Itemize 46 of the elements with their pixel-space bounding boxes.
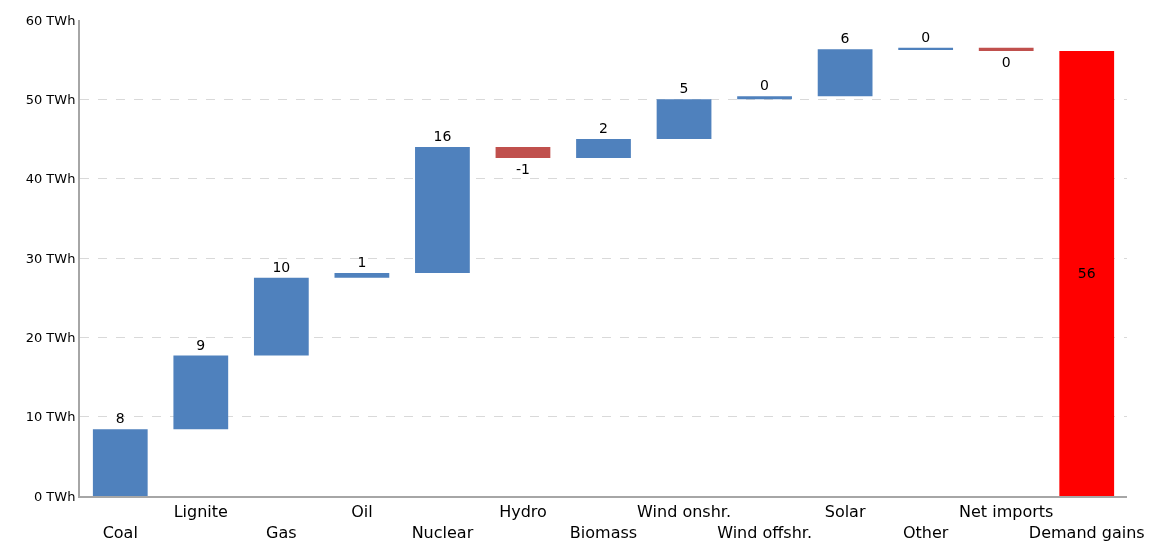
- bar: [92, 429, 148, 496]
- x-tick-label: Nuclear: [411, 523, 474, 542]
- data-label: 2: [599, 120, 608, 136]
- bar: [737, 96, 792, 100]
- bar: [253, 277, 309, 356]
- y-tick-label: 30 TWh: [25, 250, 76, 266]
- x-tick-label: Coal: [102, 523, 138, 542]
- bar: [415, 146, 470, 274]
- y-tick-label: 20 TWh: [25, 329, 76, 345]
- bar: [1059, 50, 1115, 496]
- bar: [576, 139, 631, 159]
- x-tick-label: Biomass: [569, 523, 638, 542]
- data-label: 56: [1077, 265, 1096, 282]
- x-tick-label: Hydro: [499, 502, 547, 522]
- data-label: 5: [679, 80, 689, 97]
- y-tick-label: 60 TWh: [25, 12, 76, 28]
- data-label: 16: [433, 127, 452, 144]
- x-tick-label: Gas: [266, 523, 297, 542]
- bar: [334, 273, 390, 278]
- bar: [817, 49, 873, 97]
- x-tick-label: Oil: [351, 502, 373, 522]
- y-tick-label: 10 TWh: [25, 409, 76, 425]
- data-label: 0: [760, 77, 770, 94]
- x-tick-label: Lignite: [173, 502, 228, 522]
- data-label: 10: [272, 258, 291, 275]
- data-label: 1: [357, 254, 367, 271]
- bar: [898, 47, 954, 50]
- y-tick-label: 40 TWh: [25, 171, 76, 187]
- data-label: 8: [115, 410, 125, 427]
- data-label: 0: [1001, 53, 1011, 70]
- x-tick-label: Other: [902, 523, 949, 542]
- y-tick-label: 0 TWh: [33, 488, 76, 504]
- bar: [495, 146, 551, 159]
- bar: [173, 355, 229, 430]
- x-tick-label: Wind offshr.: [717, 523, 812, 542]
- bar: [656, 99, 712, 139]
- x-tick-label: Demand gains: [1028, 523, 1145, 542]
- x-tick-label: Net imports: [959, 502, 1054, 522]
- y-tick-label: 50 TWh: [25, 91, 76, 107]
- data-label: 9: [196, 336, 206, 353]
- data-label: -1: [515, 161, 530, 178]
- x-tick-label: Wind onshr.: [637, 502, 731, 522]
- data-label: 0: [921, 28, 931, 45]
- bar: [978, 47, 1034, 51]
- data-label: 6: [840, 30, 850, 47]
- x-tick-label: Solar: [824, 502, 866, 522]
